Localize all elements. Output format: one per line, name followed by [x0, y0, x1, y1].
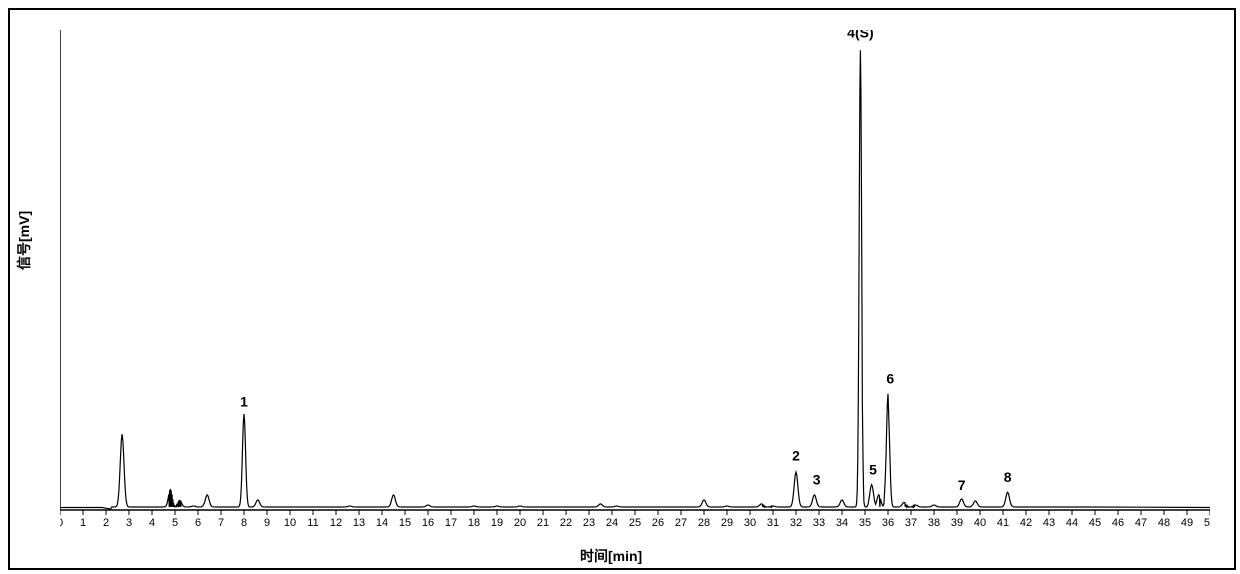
peak-label: 2: [792, 447, 800, 463]
svg-text:2: 2: [103, 517, 109, 529]
svg-text:14: 14: [376, 517, 388, 529]
svg-text:47: 47: [1135, 517, 1147, 529]
peak-label: 6: [886, 371, 894, 387]
svg-text:17: 17: [445, 517, 457, 529]
chromatogram-svg: 0123456789101112131415161718192021222324…: [60, 30, 1210, 560]
svg-text:44: 44: [1066, 517, 1078, 529]
peak-label: 5: [869, 462, 877, 478]
svg-text:5: 5: [172, 517, 178, 529]
svg-text:1: 1: [80, 517, 86, 529]
svg-text:10: 10: [284, 517, 296, 529]
svg-text:30: 30: [744, 517, 756, 529]
svg-text:26: 26: [652, 517, 664, 529]
svg-text:37: 37: [905, 517, 917, 529]
svg-text:39: 39: [951, 517, 963, 529]
peak-label: 4(S): [847, 30, 873, 41]
svg-text:11: 11: [307, 517, 318, 529]
svg-text:9: 9: [264, 517, 270, 529]
svg-text:20: 20: [514, 517, 526, 529]
peak-label: 3: [813, 472, 821, 488]
svg-text:41: 41: [997, 517, 1009, 529]
x-ticks: 0123456789101112131415161718192021222324…: [60, 510, 1210, 529]
svg-text:34: 34: [836, 517, 848, 529]
y-axis-label: 信号[mV]: [14, 211, 34, 270]
svg-text:29: 29: [721, 517, 733, 529]
svg-text:24: 24: [606, 517, 618, 529]
svg-text:32: 32: [790, 517, 802, 529]
svg-text:27: 27: [675, 517, 687, 529]
chart-frame: 信号[mV] 时间[min] 0123456789101112131415161…: [8, 8, 1236, 570]
svg-text:36: 36: [882, 517, 894, 529]
svg-text:42: 42: [1020, 517, 1032, 529]
svg-text:12: 12: [330, 517, 342, 529]
svg-text:3: 3: [126, 517, 132, 529]
svg-text:25: 25: [629, 517, 641, 529]
peak-labels: 1 23 4(S) 5 6 7 8: [240, 30, 1012, 493]
svg-text:50: 50: [1204, 517, 1210, 529]
svg-text:45: 45: [1089, 517, 1101, 529]
svg-text:4: 4: [149, 517, 155, 529]
svg-text:23: 23: [583, 517, 595, 529]
svg-text:28: 28: [698, 517, 710, 529]
svg-text:49: 49: [1181, 517, 1193, 529]
svg-text:8: 8: [241, 517, 247, 529]
plot-area: 0123456789101112131415161718192021222324…: [60, 30, 1210, 510]
svg-text:13: 13: [353, 517, 365, 529]
svg-text:40: 40: [974, 517, 986, 529]
svg-text:16: 16: [422, 517, 434, 529]
svg-text:6: 6: [195, 517, 201, 529]
peak-label: 7: [958, 477, 966, 493]
svg-text:38: 38: [928, 517, 940, 529]
svg-text:22: 22: [560, 517, 572, 529]
peak-label: 1: [240, 393, 248, 409]
svg-text:21: 21: [537, 517, 549, 529]
svg-text:31: 31: [767, 517, 779, 529]
svg-text:0: 0: [60, 517, 63, 529]
chromatogram-trace: [60, 50, 1210, 509]
svg-text:15: 15: [399, 517, 411, 529]
svg-text:7: 7: [218, 517, 224, 529]
svg-text:48: 48: [1158, 517, 1170, 529]
peak-label: 8: [1004, 469, 1012, 485]
svg-text:43: 43: [1043, 517, 1055, 529]
svg-text:19: 19: [491, 517, 503, 529]
svg-text:46: 46: [1112, 517, 1124, 529]
svg-text:33: 33: [813, 517, 825, 529]
svg-text:18: 18: [468, 517, 480, 529]
svg-text:35: 35: [859, 517, 871, 529]
